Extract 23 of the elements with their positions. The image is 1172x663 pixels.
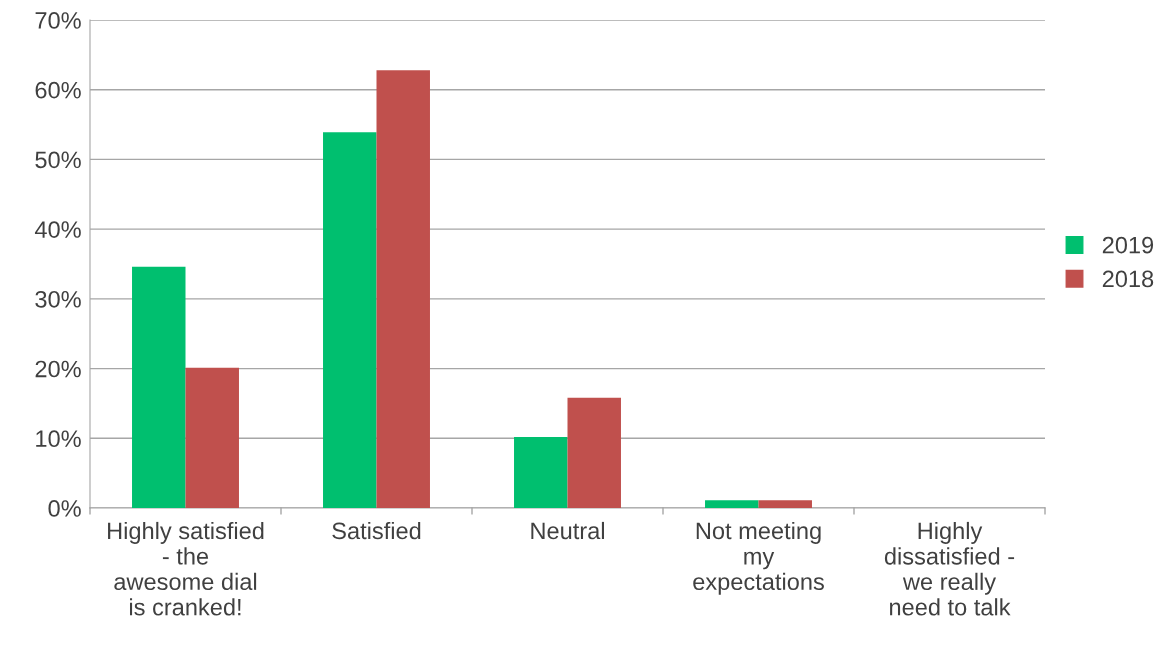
x-tick-label: Highly satisfied - the awesome dial is cranked! bbox=[108, 521, 264, 616]
bar bbox=[514, 436, 568, 508]
y-tick-label: 20% bbox=[35, 360, 81, 378]
y-tick-label: 50% bbox=[35, 151, 81, 169]
legend-label: 2019 bbox=[1102, 236, 1154, 254]
x-tick-label: Neutral bbox=[531, 521, 604, 540]
y-tick-label: 70% bbox=[35, 12, 81, 29]
y-tick-label: 0% bbox=[48, 500, 81, 517]
bar bbox=[376, 70, 430, 508]
x-tick-label: Highly dissatisfied - we really need to talk bbox=[884, 521, 1015, 616]
x-tick-label: Not meeting my expectations bbox=[693, 521, 824, 595]
bar bbox=[323, 132, 377, 508]
y-tick-label: 30% bbox=[35, 290, 81, 308]
bar bbox=[185, 367, 239, 508]
bar bbox=[567, 397, 621, 508]
y-tick-label: 40% bbox=[34, 221, 81, 238]
legend-label: 2018 bbox=[1102, 270, 1154, 288]
y-tick-label: 10% bbox=[36, 430, 81, 448]
bar bbox=[758, 500, 812, 508]
y-tick-label: 60% bbox=[35, 81, 81, 99]
bar bbox=[705, 500, 759, 508]
x-tick-label: Satisfied bbox=[332, 521, 421, 540]
bar bbox=[132, 266, 186, 508]
